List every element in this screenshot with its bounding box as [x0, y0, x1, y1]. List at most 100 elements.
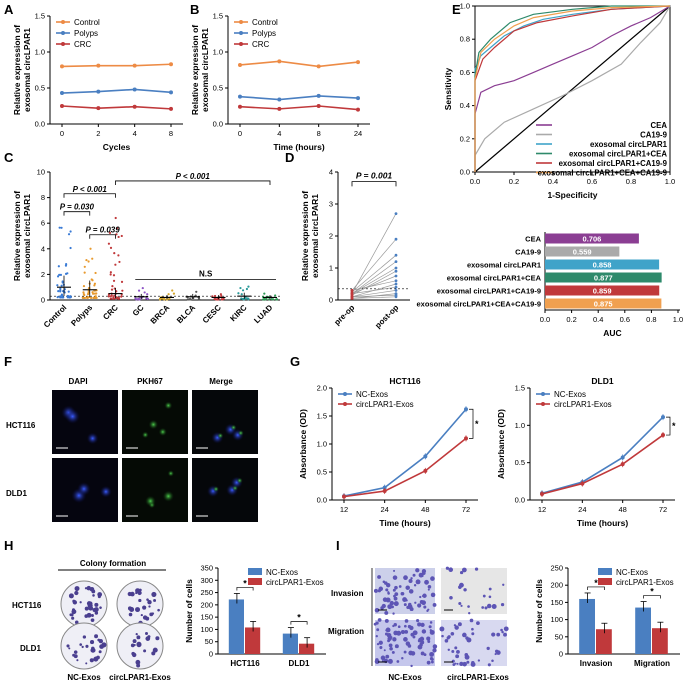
- chart-b-point: [238, 104, 242, 109]
- h-colony: [151, 612, 155, 615]
- chart-c-point: [83, 271, 86, 274]
- h-colony: [89, 658, 94, 663]
- h-colony: [74, 620, 79, 625]
- chart-c-point: [117, 254, 120, 257]
- f-img-dld1-merge: [192, 458, 258, 522]
- chart-i-x-tick-label: Migration: [634, 659, 670, 668]
- chart-h-x-tick-label: HCT116: [230, 659, 260, 668]
- chart-c-point: [65, 262, 68, 266]
- i-cell: [426, 636, 431, 641]
- h-colony: [127, 591, 132, 597]
- i-cell: [393, 601, 399, 607]
- chart-c-point: [69, 295, 72, 298]
- chart-g-dld1-sig-star: *: [672, 421, 676, 431]
- chart-c-point: [220, 294, 223, 298]
- i-cell: [457, 622, 462, 627]
- i-cell: [491, 604, 497, 609]
- chart-e-auc-bar: [545, 259, 660, 270]
- chart-c-point: [120, 234, 123, 238]
- chart-i-sig-star: *: [594, 578, 598, 588]
- i-cell: [465, 636, 469, 640]
- chart-b-legend-dot: [239, 31, 243, 35]
- chart-i-bar: [652, 628, 668, 654]
- chart-c-point: [117, 235, 120, 239]
- i-cell: [468, 612, 471, 615]
- h-colony: [130, 643, 135, 648]
- i-cell: [379, 646, 383, 650]
- i-cell: [408, 650, 414, 656]
- i-cell: [382, 580, 386, 584]
- i-cell: [407, 624, 412, 629]
- chart-c-point: [58, 273, 61, 276]
- f-merge-exosome: [217, 432, 224, 439]
- chart-c-point: [94, 271, 97, 275]
- i-cell: [469, 618, 474, 623]
- panel-label-d: D: [285, 150, 294, 165]
- i-cell: [420, 640, 425, 645]
- i-cell: [385, 629, 388, 632]
- chart-c-x-tick-label: GC: [131, 303, 146, 318]
- chart-a-y-tick-label: 1.5: [35, 12, 45, 21]
- chart-c-point: [115, 233, 118, 236]
- i-cell: [397, 625, 401, 629]
- chart-i-legend-label: circLPAR1-Exos: [616, 578, 674, 587]
- i-cell: [427, 608, 430, 611]
- chart-a-series-line: [61, 88, 172, 94]
- chart-i-bar: [635, 607, 651, 654]
- i-cell: [449, 596, 453, 600]
- h-colony: [94, 602, 99, 607]
- i-cell: [415, 579, 421, 585]
- i-cell: [387, 604, 393, 610]
- chart-h-ylabel: Number of cells: [184, 579, 194, 643]
- i-cell: [393, 594, 396, 598]
- chart-i-sig-star: *: [650, 587, 654, 597]
- chart-d-x-tick-label: pre-op: [332, 303, 356, 327]
- i-cell: [423, 605, 427, 609]
- i-cell: [444, 639, 449, 643]
- i-cell: [423, 653, 427, 657]
- panel-label-g: G: [290, 354, 300, 369]
- i-cell: [459, 661, 464, 666]
- h-colony: [140, 613, 143, 617]
- chart-a-series-line: [61, 105, 172, 110]
- chart-e-auc-data-label: 0.877: [594, 273, 613, 282]
- chart-c-point: [111, 285, 114, 288]
- chart-c-point: [115, 296, 118, 299]
- chart-e-roc-legend-label: exosomal circLPAR1+CEA: [569, 150, 667, 159]
- h-colony: [85, 644, 89, 648]
- chart-i-y-tick-label: 0: [559, 650, 563, 659]
- chart-d-post-point: [394, 274, 398, 278]
- h-colony: [76, 659, 79, 662]
- h-colony: [155, 636, 160, 641]
- chart-h-y-tick-label: 350: [200, 564, 213, 573]
- h-colony: [86, 601, 92, 606]
- chart-c-point: [240, 293, 243, 296]
- i-cell: [404, 619, 409, 623]
- i-cell: [456, 649, 460, 654]
- chart-e-auc: 0.706 CEA 0.559 CA19-9 0.858 exosomal circLPA…: [417, 232, 683, 338]
- chart-g-hct116-series-line: [343, 408, 467, 497]
- chart-d-pair-line: [351, 286, 397, 294]
- chart-c-y-tick-label: 2: [41, 270, 45, 279]
- f-nucleus: [77, 482, 91, 496]
- i-cell: [416, 619, 420, 623]
- chart-g-dld1-y-tick-label: 0.5: [515, 458, 525, 467]
- f-row-dld1: DLD1: [6, 489, 27, 498]
- chart-g-dld1-legend-dot: [541, 392, 545, 396]
- chart-c-point: [82, 292, 85, 296]
- chart-a-point: [132, 87, 137, 92]
- h-colony: [71, 616, 75, 620]
- chart-c-point: [59, 289, 62, 292]
- h-colony: [151, 591, 157, 597]
- chart-c-point: [61, 280, 64, 283]
- chart-g-hct116-x-tick-label: 72: [462, 505, 470, 514]
- h-colony: [81, 645, 84, 649]
- i-cell: [421, 574, 424, 578]
- chart-c-p-control-crc-bracket: [63, 193, 116, 198]
- i-cell: [412, 573, 416, 577]
- chart-g-dld1-y-tick-label: 1.0: [515, 421, 525, 430]
- chart-a: 0.0 0.5 1.0 1.5 0 2 4 8 Cycles Relative expressio…: [12, 12, 183, 152]
- chart-a-x-tick-label: 0: [60, 129, 64, 138]
- chart-h-y-tick-label: 50: [205, 637, 213, 646]
- i-cell: [427, 640, 431, 643]
